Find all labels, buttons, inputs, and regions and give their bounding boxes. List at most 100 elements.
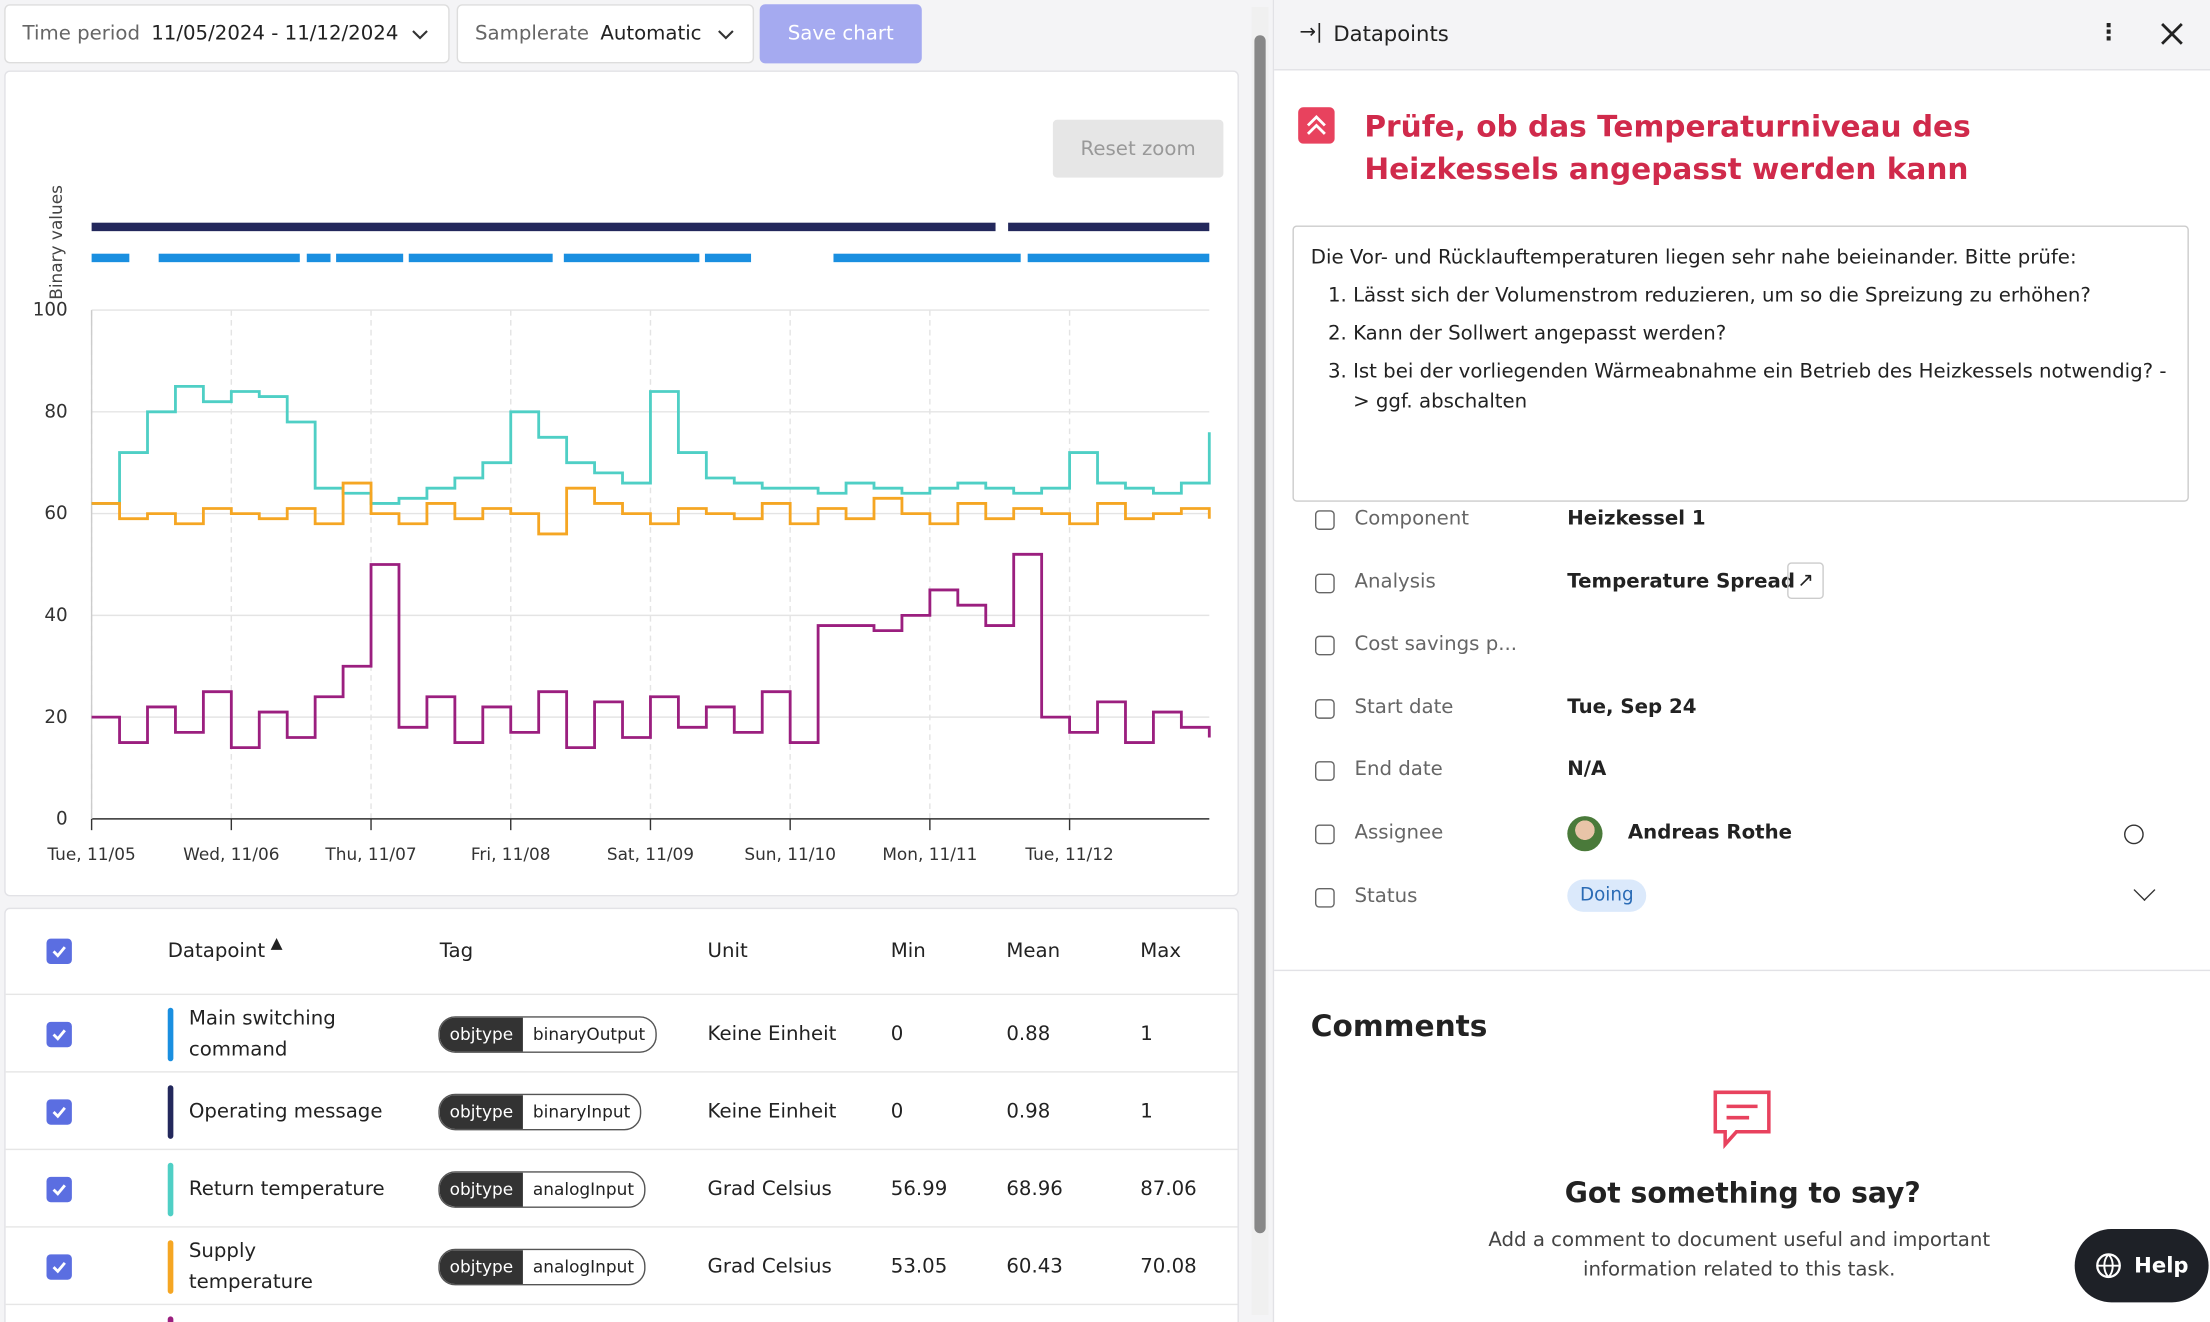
- x-tick-label: Tue, 11/05: [46, 844, 135, 864]
- time-period[interactable]: Time period 11/05/2024 - 11/12/2024: [4, 4, 450, 64]
- property-label: Start date: [1354, 696, 1454, 719]
- cell-mean: 0.88: [1006, 1022, 1051, 1046]
- property-value: N/A: [1567, 758, 1607, 781]
- panel-title: Datapoints: [1333, 21, 1449, 47]
- binary-bar: [91, 253, 130, 263]
- help-button[interactable]: Help: [2074, 1229, 2209, 1303]
- datapoint-name: Return temperature: [188, 1177, 385, 1201]
- property: Component Heizkessel 1: [1312, 505, 2186, 539]
- clear-icon[interactable]: [2124, 824, 2144, 845]
- x-tick-label: Sat, 11/09: [607, 844, 694, 864]
- list-item: Lässt sich der Volumenstrom reduzieren, …: [1353, 282, 2170, 312]
- property: Analysis Temperature Spread ↗: [1312, 562, 2186, 602]
- chart: 0 20 40 60 80 100 Tue, 11/05 Wed, 11/06 Thu, 11/…: [33, 185, 1211, 864]
- x-tick-label: Thu, 11/07: [324, 844, 416, 864]
- cell-max: 1: [1140, 1022, 1153, 1046]
- checkbox[interactable]: [46, 1098, 72, 1125]
- tag-key: objtype: [439, 1016, 524, 1051]
- tag-value: analogInput: [532, 1256, 634, 1277]
- divider: [1274, 969, 2210, 972]
- samplerate[interactable]: Samplerate Automatic: [456, 4, 755, 64]
- color-bar: [167, 1162, 174, 1216]
- cell-min: 53.05: [890, 1255, 948, 1278]
- comments-heading: Got something to say?: [1564, 1175, 1921, 1210]
- binary-bar: [158, 253, 300, 263]
- list: Lässt sich der Volumenstrom reduzieren, …: [1311, 282, 2171, 417]
- comments-title: Comments: [1310, 1009, 1488, 1043]
- y-tick-label: 100: [33, 300, 68, 321]
- series-line: [91, 481, 1211, 536]
- x-tick-label: Mon, 11/11: [882, 844, 977, 864]
- collapse-icon[interactable]: →|: [1299, 21, 1323, 44]
- check: [52, 1261, 66, 1273]
- status-chevron: [2133, 879, 2156, 902]
- table-row: Supply temperature objtype analogInput Grad…: [5, 1226, 1238, 1305]
- property-label: Assignee: [1354, 821, 1444, 845]
- cell-max: 70.08: [1140, 1255, 1197, 1278]
- column-header: Max: [1140, 940, 1182, 963]
- check: [52, 1106, 66, 1118]
- tag: objtype analogInput: [438, 1170, 646, 1208]
- side-panel: →| Datapoints ⋮ Prüfe, ob das Temperatur…: [1272, 0, 2210, 1322]
- cell-mean: 60.43: [1006, 1255, 1063, 1278]
- binary-bar: [1008, 222, 1210, 232]
- tag-key: objtype: [439, 1094, 524, 1129]
- comments-text: Add a comment to document useful and imp…: [1488, 1229, 1991, 1282]
- binary-bar: [563, 253, 700, 263]
- help: Help: [2134, 1252, 2189, 1279]
- cell-unit: Keine Einheit: [707, 1100, 837, 1123]
- datapoint-name: Main switching command: [188, 1007, 336, 1061]
- save-chart[interactable]: Save chart: [759, 4, 922, 64]
- table-row: [5, 1303, 1238, 1322]
- table-row: Return temperature objtype analogInput Grad…: [5, 1148, 1238, 1228]
- datapoint-table: Datapoint Tag Unit Min Mean Max ▲ Main switchin…: [4, 907, 1239, 1322]
- tag-key: objtype: [439, 1249, 524, 1284]
- tag-value: binaryInput: [532, 1101, 631, 1122]
- reset-zoom[interactable]: Reset zoom: [1052, 119, 1224, 178]
- property-icon: [1315, 510, 1335, 530]
- property-icon: [1315, 887, 1335, 908]
- priority-icon: [1298, 107, 1335, 144]
- label: Samplerate: [474, 22, 590, 46]
- label: Time period: [22, 22, 140, 46]
- cell-max: 1: [1140, 1100, 1153, 1123]
- checkbox[interactable]: [46, 1253, 72, 1280]
- checkbox[interactable]: [46, 1021, 72, 1047]
- property-label: End date: [1354, 758, 1443, 781]
- color-bar: [167, 1316, 174, 1322]
- color-bar: [167, 1084, 174, 1139]
- list-item: Ist bei der vorliegenden Wärmeabnahme ei…: [1353, 358, 2170, 417]
- color-bar: [167, 1239, 174, 1294]
- checkbox[interactable]: [46, 1176, 72, 1202]
- sort-icon: ▲: [270, 933, 283, 953]
- series-line: [91, 552, 1211, 750]
- close[interactable]: [2158, 20, 2186, 48]
- property: End date N/A: [1312, 755, 2186, 789]
- y-tick-label: 20: [44, 707, 67, 728]
- checkbox[interactable]: [46, 938, 72, 965]
- table-header: Datapoint Tag Unit Min Mean Max ▲: [6, 909, 1238, 994]
- cell-unit: Grad Celsius: [707, 1177, 832, 1201]
- list-item: Kann der Sollwert angepasst werden?: [1353, 320, 2170, 350]
- y-tick-label: 0: [56, 809, 68, 830]
- tag-value: binaryOutput: [532, 1023, 646, 1044]
- column-header: Tag: [439, 940, 474, 963]
- property-icon: [1315, 635, 1335, 656]
- x-tick-label: Sun, 11/10: [744, 844, 836, 864]
- cell-mean: 68.96: [1006, 1177, 1063, 1201]
- column-header: Unit: [707, 940, 748, 963]
- table-row: Main switching command objtype binaryOutpu…: [5, 993, 1238, 1073]
- series-line: [91, 384, 1211, 505]
- menu[interactable]: ⋮: [2097, 18, 2120, 46]
- description: Die Vor- und Rücklauftemperaturen liegen…: [1292, 225, 2189, 502]
- table-row: Operating message objtype binaryInput Keine…: [5, 1071, 1238, 1150]
- status-badge[interactable]: Doing: [1567, 879, 1647, 912]
- avatar: [1567, 816, 1603, 852]
- column-header: Min: [890, 940, 926, 963]
- property: Cost savings p...: [1312, 630, 2186, 664]
- color-bar: [167, 1007, 174, 1061]
- property-icon: [1315, 573, 1335, 594]
- property-icon: [1315, 699, 1335, 719]
- binary-bar: [91, 222, 996, 232]
